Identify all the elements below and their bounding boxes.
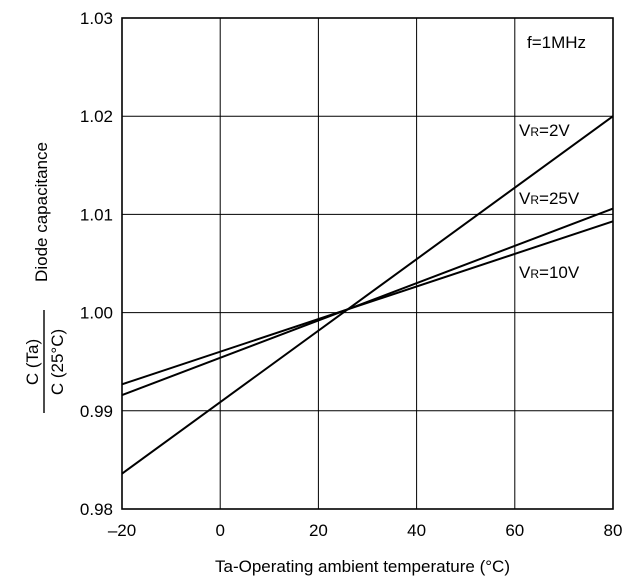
y-tick-label: 0.99	[80, 402, 113, 421]
series-group: VR=2V VR=25V VR=10V	[121, 115, 614, 475]
y-tick-label: 1.00	[80, 304, 113, 323]
y-tick-labels: 0.98 0.99 1.00 1.01 1.02 1.03	[80, 9, 113, 519]
grid	[122, 18, 613, 509]
y-axis-label: C (Ta) C (25°C) Diode capacitance	[23, 142, 67, 413]
series-label: VR=2V	[519, 121, 570, 140]
series-line	[121, 115, 614, 475]
frequency-annotation: f=1MHz	[527, 33, 586, 52]
x-tick-label: –20	[108, 521, 136, 540]
plot-frame	[121, 17, 614, 510]
x-tick-label: 20	[309, 521, 328, 540]
y-label-text: Diode capacitance	[32, 142, 51, 282]
x-tick-labels: –20 0 20 40 60 80	[108, 521, 623, 540]
y-tick-label: 1.01	[80, 205, 113, 224]
x-tick-label: 40	[407, 521, 426, 540]
x-tick-label: 80	[604, 521, 623, 540]
x-tick-label: 0	[215, 521, 224, 540]
x-axis-label: Ta-Operating ambient temperature (°C)	[215, 557, 510, 576]
x-tick-label: 60	[505, 521, 524, 540]
series-line	[121, 220, 614, 386]
y-tick-label: 1.02	[80, 107, 113, 126]
y-tick-label: 0.98	[80, 500, 113, 519]
series-label: VR=10V	[519, 263, 580, 282]
y-label-denominator: C (25°C)	[48, 329, 67, 395]
y-tick-label: 1.03	[80, 9, 113, 28]
series-label: VR=25V	[519, 189, 580, 208]
y-label-numerator: C (Ta)	[23, 339, 42, 385]
